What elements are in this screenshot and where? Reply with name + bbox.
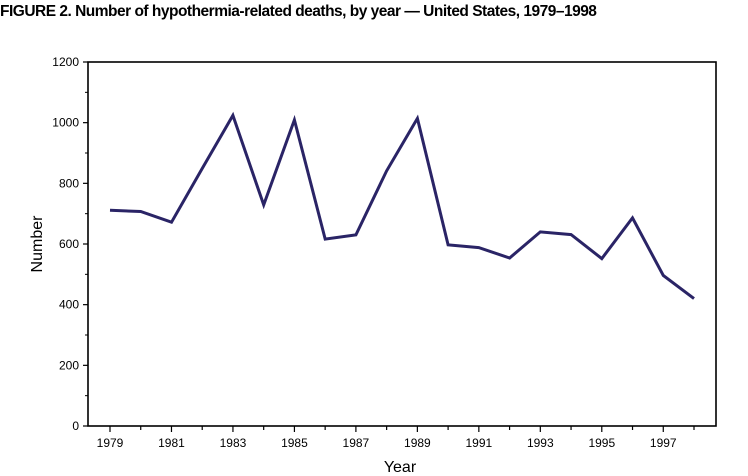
plot-frame	[87, 61, 717, 427]
axis-titles: Year Number	[29, 215, 417, 476]
plot-frame-group	[87, 61, 717, 427]
x-tick-label: 1985	[281, 436, 308, 450]
x-tick-label: 1997	[650, 436, 677, 450]
y-tick-label: 800	[59, 176, 79, 190]
chart-title: FIGURE 2. Number of hypothermia-related …	[0, 3, 597, 20]
x-tick-label: 1989	[404, 436, 431, 450]
x-tick-label: 1981	[158, 436, 185, 450]
x-axis-title: Year	[384, 459, 417, 476]
x-tick-label: 1993	[527, 436, 554, 450]
series-group	[109, 111, 695, 300]
x-tick-label: 1991	[465, 436, 492, 450]
x-tick-label: 1979	[97, 436, 124, 450]
y-tick-label: 0	[72, 419, 79, 433]
x-tick-label: 1983	[220, 436, 247, 450]
y-tick-label: 200	[59, 358, 79, 372]
y-axis-title: Number	[29, 215, 46, 273]
x-tick-label: 1995	[588, 436, 615, 450]
series-line	[109, 111, 695, 300]
y-axis: 0 200 400 600 800 1000 1200	[52, 55, 88, 433]
x-axis: 1979 1981 1983 1985 1987 1989 1991 1993 1995 1997	[97, 426, 695, 450]
y-tick-label: 1000	[52, 116, 79, 130]
y-tick-label: 600	[59, 237, 79, 251]
y-tick-label: 1200	[52, 55, 79, 69]
y-tick-label: 400	[59, 298, 79, 312]
x-tick-label: 1987	[343, 436, 370, 450]
